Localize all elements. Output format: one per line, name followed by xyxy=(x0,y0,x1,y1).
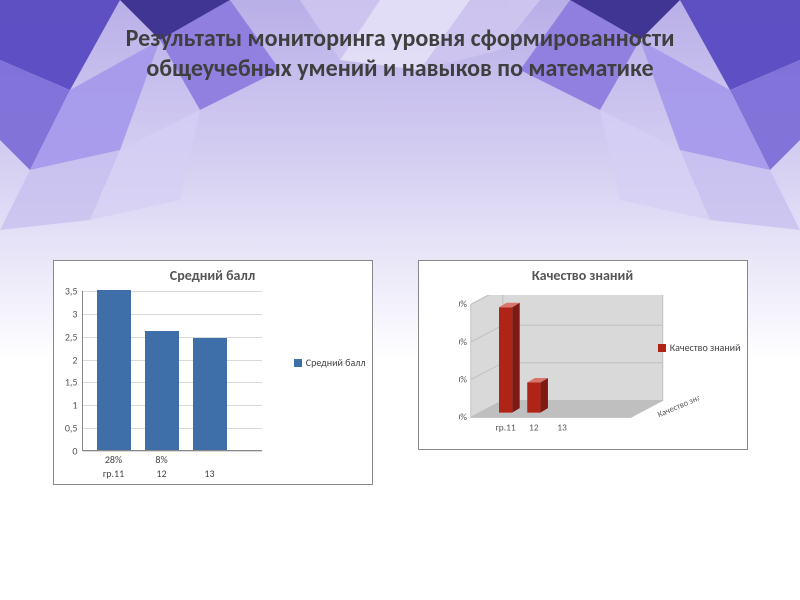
chart1-plot: 00,511,522,533,528%гр.118%1213 xyxy=(82,291,262,451)
chart1-ytick: 3,5 xyxy=(54,285,78,298)
chart1-ytick: 1,5 xyxy=(54,376,78,389)
chart1-legend: Средний балл xyxy=(294,356,366,369)
chart1-ytick: 2,5 xyxy=(54,330,78,343)
svg-text:20%: 20% xyxy=(459,336,467,348)
chart1-ytick: 2 xyxy=(54,353,78,366)
chart2-plot: 0%10%20%30%гр.111213Качество знаний xyxy=(459,295,629,415)
chart1-title: Средний балл xyxy=(54,261,372,286)
chart2-legend-label: Качество знаний xyxy=(670,341,741,354)
svg-text:0%: 0% xyxy=(459,411,467,423)
svg-text:10%: 10% xyxy=(459,374,467,386)
chart-average-score: Средний балл 00,511,522,533,528%гр.118%1… xyxy=(53,260,373,485)
chart1-xtick-bottom: 12 xyxy=(145,467,179,480)
svg-text:30%: 30% xyxy=(459,298,467,310)
chart1-legend-swatch xyxy=(294,359,302,367)
charts-row: Средний балл 00,511,522,533,528%гр.118%1… xyxy=(0,260,800,485)
svg-text:гр.11: гр.11 xyxy=(495,422,515,434)
chart1-xtick-top: 8% xyxy=(145,453,179,466)
chart1-ytick: 3 xyxy=(54,307,78,320)
chart1-legend-label: Средний балл xyxy=(306,356,366,369)
chart2-legend-swatch xyxy=(658,344,666,352)
chart1-xtick-bottom: гр.11 xyxy=(97,467,131,480)
chart1-ytick: 0,5 xyxy=(54,422,78,435)
svg-text:13: 13 xyxy=(557,422,567,434)
slide-title: Результаты мониторинга уровня сформирова… xyxy=(0,0,800,84)
chart1-ytick: 0 xyxy=(54,445,78,458)
chart1-xtick-bottom: 13 xyxy=(193,467,227,480)
chart2-legend: Качество знаний xyxy=(658,341,741,354)
chart1-bar xyxy=(97,290,131,450)
svg-text:12: 12 xyxy=(529,422,539,434)
chart1-ytick: 1 xyxy=(54,399,78,412)
chart1-bar xyxy=(145,331,179,450)
chart-knowledge-quality: Качество знаний 0% 10% 20% 30% гр.11 12 13 Каче… xyxy=(418,260,748,450)
chart2-title: Качество знаний xyxy=(419,261,747,286)
chart1-bar xyxy=(193,338,227,450)
chart1-xtick-top: 28% xyxy=(97,453,131,466)
